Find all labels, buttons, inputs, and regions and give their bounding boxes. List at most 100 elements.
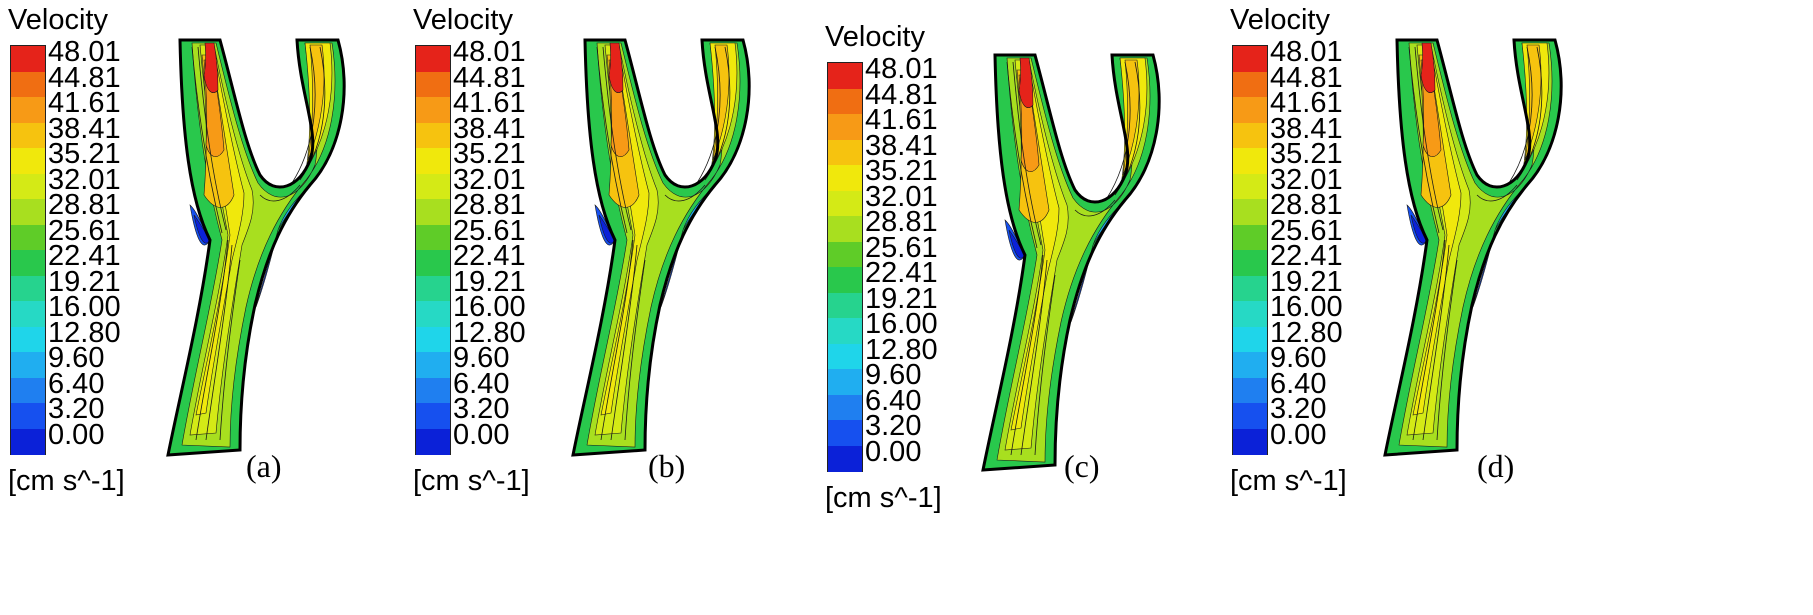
colorbar-swatch [11, 71, 45, 98]
colorbar-tick-label: 48.01 [1270, 36, 1343, 68]
colorbar-swatch [11, 326, 45, 353]
contour-line [291, 46, 316, 184]
colorbar-swatch [416, 352, 450, 378]
colorbar-swatch [416, 173, 450, 200]
contour-line [1422, 244, 1450, 441]
colorbar-swatch [1233, 250, 1267, 276]
colorbar-tick-label: 19.21 [1270, 265, 1343, 298]
colorbar [10, 45, 46, 455]
colorbar-tick-label: 16.00 [48, 291, 121, 323]
colorbar-swatch [828, 114, 862, 140]
colorbar-swatch [828, 445, 862, 472]
panel-label: (c) [1064, 448, 1100, 484]
contour-line [1010, 254, 1044, 456]
colorbar-tick-label: 22.41 [453, 240, 526, 272]
colorbar-tick-label: 48.01 [453, 36, 526, 68]
colorbar-swatch [416, 122, 450, 149]
colorbar-tick-label: 6.40 [453, 367, 510, 400]
contour-line [596, 46, 628, 234]
colorbar-swatch [828, 394, 862, 421]
colorbar-swatch [416, 148, 450, 174]
colorbar-swatch [828, 139, 862, 166]
colorbar-unit: [cm s^-1] [1230, 465, 1347, 497]
colorbar-swatch [1233, 224, 1267, 251]
colorbar-tick-label: 16.00 [865, 308, 938, 340]
velocity-band [1420, 42, 1436, 94]
colorbar-swatch [416, 275, 450, 302]
colorbar-tick-label: 28.81 [865, 206, 938, 238]
vessel-wall [981, 53, 1161, 472]
colorbar-swatch [1233, 428, 1267, 455]
colorbar-tick-label: 25.61 [865, 231, 938, 264]
contour-line [1414, 46, 1444, 231]
colorbar-tick-label: 25.61 [48, 214, 121, 247]
colorbar-swatch [1233, 352, 1267, 378]
colorbar-tick-label: 32.01 [48, 163, 121, 196]
contour-line [1106, 61, 1131, 199]
contour-line [624, 259, 646, 441]
colorbar-swatch [11, 199, 45, 225]
contour-line [259, 184, 301, 202]
colorbar-swatch [416, 97, 450, 123]
velocity-contour-plot [981, 53, 1161, 472]
vessel-wall [166, 38, 346, 457]
colorbar-swatch [416, 199, 450, 225]
colorbar-swatch [416, 301, 450, 327]
colorbar-swatch [1233, 326, 1267, 353]
colorbar-swatch [11, 275, 45, 302]
colorbar-swatch [1233, 199, 1267, 225]
colorbar-tick-label: 35.21 [48, 138, 121, 170]
colorbar-swatch [828, 190, 862, 217]
colorbar-tick-label: 41.61 [1270, 87, 1343, 119]
colorbar-swatch [1233, 46, 1267, 72]
colorbar-unit: [cm s^-1] [825, 482, 942, 514]
colorbar-swatch [11, 97, 45, 123]
colorbar-swatch [1233, 173, 1267, 200]
colorbar-tick-label: 38.41 [453, 112, 526, 145]
colorbar-swatch [11, 428, 45, 455]
contour-line [1436, 259, 1458, 441]
velocity-contour-plot [571, 38, 751, 457]
contour-line [664, 184, 706, 202]
vessel-wall [571, 38, 751, 457]
panel-label: (b) [648, 448, 686, 484]
contour-line [602, 46, 632, 231]
colorbar-swatch [1233, 71, 1267, 98]
colorbar-swatch [1233, 275, 1267, 302]
colorbar-unit: [cm s^-1] [8, 465, 125, 497]
colorbar-tick-label: 16.00 [453, 291, 526, 323]
colorbar-tick-label: 22.41 [865, 257, 938, 289]
colorbar-tick-label: 3.20 [453, 393, 510, 425]
colorbar-swatch [828, 267, 862, 293]
colorbar-tick-label: 6.40 [865, 384, 922, 417]
colorbar-swatch [828, 63, 862, 89]
contour-line [1476, 184, 1518, 202]
colorbar-tick-label: 41.61 [453, 87, 526, 119]
colorbar-tick-label: 9.60 [1270, 342, 1327, 374]
colorbar-swatch [828, 292, 862, 319]
colorbar-tick-label: 35.21 [865, 155, 938, 187]
colorbar [827, 62, 863, 472]
colorbar-swatch [828, 241, 862, 268]
figure-panel: Velocity 48.01 44.81 41.61 38.41 35.21 32.01 28… [817, 0, 1270, 615]
figure-panel: Velocity 48.01 44.81 41.61 38.41 35.21 32.01 28… [405, 0, 858, 615]
colorbar-tick-label: 41.61 [48, 87, 121, 119]
colorbar-swatch [11, 224, 45, 251]
legend-title: Velocity [1230, 4, 1330, 36]
colorbar-swatch [828, 318, 862, 344]
colorbar-tick-label: 28.81 [48, 189, 121, 221]
colorbar-tick-label: 41.61 [865, 104, 938, 136]
colorbar-swatch [416, 46, 450, 72]
colorbar-tick-label: 25.61 [1270, 214, 1343, 247]
contour-line [195, 239, 229, 441]
contour-line [1074, 199, 1116, 217]
colorbar-tick-label: 22.41 [1270, 240, 1343, 272]
contour-line [1020, 259, 1048, 456]
colorbar-tick-label: 28.81 [453, 189, 526, 221]
colorbar-unit: [cm s^-1] [413, 465, 530, 497]
velocity-band [608, 42, 624, 94]
colorbar-tick-label: 16.00 [1270, 291, 1343, 323]
contour-line [1034, 274, 1056, 456]
colorbar-swatch [11, 173, 45, 200]
colorbar-tick-label: 44.81 [453, 61, 526, 94]
